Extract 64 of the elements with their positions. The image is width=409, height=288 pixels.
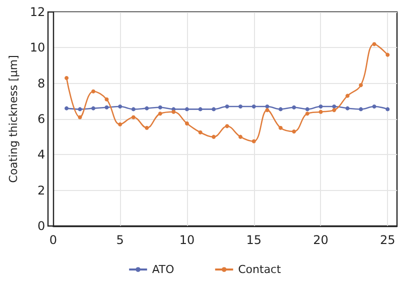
point	[118, 122, 122, 126]
point	[184, 107, 189, 112]
x-tick-label: 25	[380, 233, 396, 247]
point	[372, 42, 376, 46]
point	[386, 107, 390, 112]
point	[358, 83, 363, 88]
point	[78, 115, 82, 120]
point	[265, 108, 270, 112]
y-tick-label: 8	[38, 76, 46, 90]
point	[318, 104, 323, 109]
point	[372, 104, 376, 109]
point	[278, 126, 283, 130]
point	[158, 105, 162, 110]
point	[212, 134, 216, 139]
point	[346, 106, 350, 110]
point	[305, 112, 310, 116]
point	[225, 124, 230, 128]
point	[131, 107, 136, 112]
point	[78, 107, 82, 112]
legend-label: ATO	[152, 263, 174, 276]
point	[91, 89, 96, 94]
point	[292, 105, 296, 110]
point	[118, 104, 122, 109]
point	[198, 107, 202, 112]
point	[252, 139, 256, 144]
point	[64, 106, 69, 110]
y-tick-label: 0	[38, 219, 46, 233]
point	[225, 104, 230, 109]
y-tick-label: 10	[30, 40, 46, 55]
point	[305, 107, 310, 112]
point	[172, 110, 176, 114]
y-tick-label: 12	[30, 5, 46, 19]
x-tick-label: 15	[246, 233, 262, 247]
point	[332, 104, 336, 109]
y-axis-title: Coating thickness [µm]	[7, 55, 20, 183]
point	[212, 107, 216, 112]
point	[144, 106, 149, 110]
point	[386, 52, 390, 57]
legend-label: Contact	[238, 263, 282, 276]
point	[278, 107, 283, 112]
x-tick-label: 10	[179, 233, 195, 247]
point	[252, 104, 256, 109]
x-tick-label: 5	[116, 233, 124, 247]
point	[158, 112, 162, 116]
point	[346, 94, 350, 98]
point	[358, 107, 363, 112]
point	[104, 97, 109, 102]
x-tick-label: 0	[49, 233, 57, 247]
point	[292, 129, 296, 134]
y-tick-label: 4	[38, 148, 46, 162]
point	[332, 108, 336, 112]
point	[198, 130, 202, 134]
y-tick-label: 6	[38, 112, 46, 126]
point	[104, 105, 109, 110]
point	[144, 126, 149, 130]
point	[318, 110, 323, 114]
point	[91, 106, 96, 110]
point	[238, 134, 242, 139]
x-tick-label: 20	[313, 233, 328, 247]
point	[184, 121, 189, 126]
point	[64, 76, 69, 80]
point	[131, 115, 136, 120]
point	[238, 104, 242, 109]
y-tick-label: 2	[38, 183, 46, 198]
